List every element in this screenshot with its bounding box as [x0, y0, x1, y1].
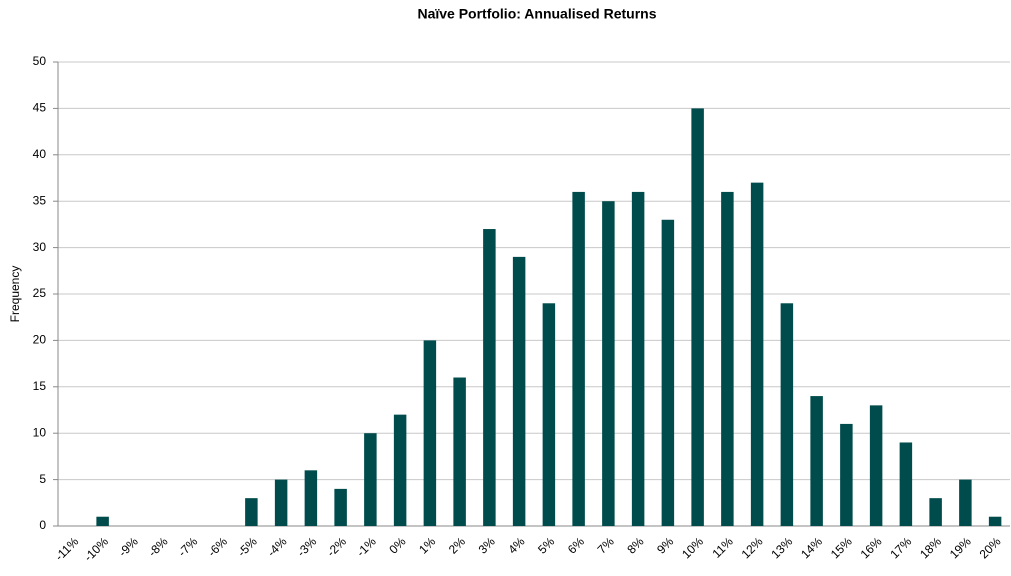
- x-tick-label: 19%: [947, 534, 974, 561]
- y-axis-label: Frequency: [8, 266, 22, 323]
- y-tick-label: 25: [33, 286, 47, 300]
- x-tick-label: -1%: [354, 534, 379, 559]
- y-tick-label: 5: [39, 472, 46, 486]
- x-tick-label: 12%: [739, 534, 766, 561]
- bar: [245, 498, 258, 526]
- x-tick-label: 15%: [828, 534, 855, 561]
- x-tick-label: 13%: [768, 534, 795, 561]
- x-tick-label: 10%: [679, 534, 706, 561]
- bar: [542, 303, 556, 526]
- x-tick-label: 1%: [416, 534, 438, 556]
- x-tick-label: 0%: [386, 534, 408, 556]
- x-tick-label: -6%: [205, 534, 230, 559]
- x-tick-label: -3%: [294, 534, 319, 559]
- x-tick-label: 2%: [446, 534, 468, 556]
- x-tick-label: 4%: [505, 534, 527, 556]
- bar: [572, 191, 585, 527]
- bar: [810, 396, 823, 526]
- bar: [423, 340, 437, 526]
- bar: [453, 377, 466, 526]
- x-tick-label: -11%: [52, 534, 81, 563]
- x-tick-label: -8%: [145, 534, 170, 559]
- x-tick-label: -2%: [324, 534, 349, 559]
- y-tick-label: 30: [33, 240, 47, 254]
- bar: [96, 516, 109, 526]
- bar: [691, 108, 704, 527]
- bar: [393, 414, 407, 526]
- y-tick-label: 20: [33, 333, 47, 347]
- bar: [780, 303, 794, 526]
- bar: [869, 405, 883, 526]
- bar: [840, 423, 853, 526]
- x-tick-label: 11%: [709, 534, 735, 560]
- x-tick-label: 17%: [887, 534, 914, 561]
- x-tick-label: 3%: [476, 534, 498, 556]
- bar: [483, 229, 496, 527]
- x-tick-label: 5%: [535, 534, 557, 556]
- x-tick-label: -5%: [235, 534, 260, 559]
- bar: [274, 479, 288, 526]
- bar: [602, 201, 615, 526]
- x-tick-label: -9%: [116, 534, 141, 559]
- x-tick-label: 18%: [917, 534, 944, 561]
- bar: [721, 191, 734, 527]
- bar: [631, 191, 645, 527]
- bar: [334, 488, 347, 526]
- x-tick-label: 9%: [654, 534, 676, 556]
- y-tick-label: 45: [33, 101, 47, 115]
- bar: [750, 182, 764, 526]
- x-tick-label: 20%: [977, 534, 1004, 561]
- bar: [929, 498, 942, 526]
- x-tick-label: -10%: [81, 534, 111, 564]
- y-tick-label: 0: [39, 518, 46, 532]
- bar: [364, 433, 377, 526]
- chart-title: Naïve Portfolio: Annualised Returns: [417, 6, 656, 22]
- x-tick-label: 7%: [595, 534, 617, 556]
- bar: [661, 219, 675, 526]
- x-tick-label: -4%: [264, 534, 289, 559]
- x-tick-label: 8%: [624, 534, 646, 556]
- bar: [988, 516, 1002, 526]
- y-tick-label: 50: [33, 54, 47, 68]
- bar: [959, 479, 972, 526]
- y-tick-label: 40: [33, 147, 47, 161]
- y-tick-label: 15: [33, 379, 47, 393]
- x-tick-label: 6%: [565, 534, 587, 556]
- bar: [304, 470, 318, 526]
- y-tick-label: 10: [33, 425, 47, 439]
- bar: [512, 256, 526, 526]
- x-tick-label: -7%: [175, 534, 200, 559]
- x-tick-label: 14%: [798, 534, 825, 561]
- bar: [899, 442, 913, 526]
- x-tick-label: 16%: [858, 534, 885, 561]
- y-tick-label: 35: [33, 193, 47, 207]
